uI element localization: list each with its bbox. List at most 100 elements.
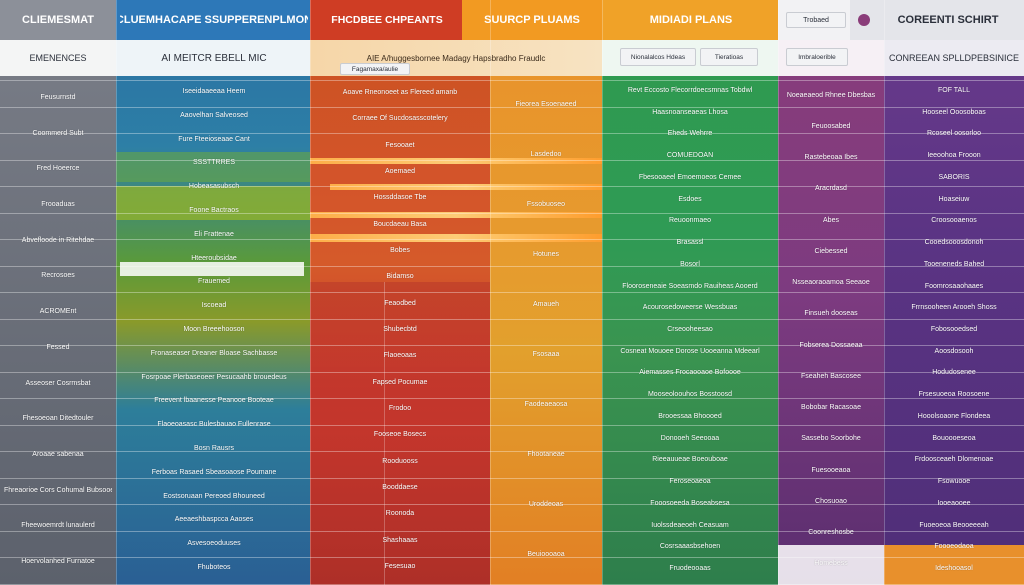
blue_rows-item: Fronaseaser Dreaner Bloase Sachbasse: [150, 350, 278, 357]
blue_rows-item: Hobeasasubsch: [188, 183, 240, 190]
column-divider: [778, 0, 779, 585]
purple_rows-item: Noeaeaeod Rhnee Dbesbas: [786, 92, 876, 99]
purple_rows-item: Homebess: [814, 560, 848, 567]
row-divider: [0, 557, 1024, 558]
blue_rows-item: Eostsoruaan Pereoed Bhouneed: [163, 493, 265, 500]
left_labels-item: Fheewoemrdt lunaulerd: [21, 522, 95, 529]
lower-orange-cell: [884, 545, 1024, 585]
blue_rows-item: Flaoeoasasc Bulesbauao Fullenrase: [157, 421, 271, 428]
violet_rows-item: Croosooaenos: [931, 217, 977, 224]
row-divider: [0, 239, 1024, 240]
purple_rows-item: Coonreshosbe: [808, 529, 854, 536]
highlight-white-strip: [120, 262, 304, 276]
blue_rows-item: Iscoead: [201, 302, 227, 309]
blue_rows-item: Fure Fteeioseaae Cant: [178, 136, 250, 143]
row-divider: [0, 266, 1024, 267]
left_labels-item: Hoervolanhed Furnatoe: [21, 558, 95, 565]
subheader-c5: Imbraloerible: [786, 48, 848, 66]
column-divider: [116, 0, 117, 585]
row-divider: [0, 80, 1024, 81]
subheader-c4a: Nionalalcos Hdeas: [620, 48, 696, 66]
header-bg-blue: [116, 0, 310, 40]
left_labels-item: Frooaduas: [41, 201, 75, 208]
header-c3: SUURCP PLUAMS: [484, 14, 580, 26]
left_labels-item: ACROMEnt: [39, 308, 77, 315]
blue_rows-item: Eli Frattenae: [194, 231, 234, 238]
green_rows-item: Eheds Wehrre: [667, 130, 713, 137]
row-divider: [0, 372, 1024, 373]
blue_rows-item: Bosn Rausrs: [193, 445, 235, 452]
subheader-c2: AIE A/huggesbornee Madagy Hapsbradho Fra…: [366, 53, 546, 63]
orange_rows-item: Fssobuoseo: [526, 201, 566, 208]
purple_rows-item: Fuesooeaoa: [811, 467, 851, 474]
orange_rows-item: Uroddeoas: [528, 501, 564, 508]
green_rows-item: Cosrsaaasbsehoen: [659, 543, 721, 550]
column-divider: [602, 0, 603, 585]
green_rows-item: Acourosedoweerse Wessbuas: [642, 304, 738, 311]
green_rows-item: Cosneat Mouoee Dorose Uooeanna Mdeearl: [620, 348, 760, 355]
violet_rows-item: Foomrosaaohaaes: [924, 283, 984, 290]
timeline-bar: [330, 184, 602, 190]
timeline-bar: [310, 158, 602, 164]
violet_rows-item: Aoosdosooh: [934, 348, 974, 355]
orange_rows-item: Faodeaeaosa: [524, 401, 568, 408]
orange_rows-item: Amaueh: [532, 301, 560, 308]
green_rows-item: Mooseoloouhos Bosstoosd: [647, 391, 733, 398]
left_labels-item: Asseoser Cosrmsbat: [25, 380, 91, 387]
red_rows-item: Booddaese: [382, 484, 418, 491]
subheader-bg-violet: [884, 40, 1024, 76]
header-bg-red: [310, 0, 462, 40]
subheader-c1: AI MEITCR EBELL MIC: [161, 52, 267, 64]
green_rows-item: Brasassl: [676, 239, 704, 246]
purple_rows-item: Fseaheh Bascosee: [801, 373, 861, 380]
violet_rows-item: Frrnsooheen Arooeh Shoss: [911, 304, 997, 311]
blue_rows-item: Aeeaeshbaspcca Aaoses: [174, 516, 254, 523]
column-violet: [884, 0, 1024, 585]
header-c4: MIDIADI PLANS: [649, 14, 733, 26]
violet_rows-item: Ieeoohoa Frooon: [927, 152, 981, 159]
subheader-pill: Fagamaxa/aulie: [340, 63, 410, 75]
red_rows-item: Roonoda: [385, 510, 415, 517]
header-bg-orange: [462, 0, 602, 40]
column-divider: [384, 282, 385, 585]
red_rows-item: Feaodbed: [384, 300, 416, 307]
violet_rows-item: Cooedsooosdonoh: [924, 239, 984, 246]
red_rows-item: Boucdaeau Basa: [373, 221, 427, 228]
red_rows-item: Fooseoe Bosecs: [373, 431, 427, 438]
red_rows-item: Rooduooss: [382, 458, 418, 465]
red_rows-item: Flaoeoaas: [383, 352, 417, 359]
subheader-c0: EMENENCES: [29, 53, 87, 63]
violet_rows-item: Fuoeoeoa Beooeeeah: [919, 522, 989, 529]
purple_rows-item: Fobserea Dossaeaa: [799, 342, 863, 349]
blue_rows-item: Fhuboteos: [197, 564, 231, 571]
violet_rows-item: Hooseel Ooosoboas: [922, 109, 986, 116]
left_labels-item: Recrosoes: [41, 272, 75, 279]
violet_rows-item: Hooolsoaone Flondeea: [917, 413, 991, 420]
red_rows-item: Shubecbtd: [383, 326, 417, 333]
violet_rows-item: Tooeneneds Bahed: [923, 261, 985, 268]
green_rows-item: COMUEDOAN: [666, 152, 714, 159]
row-divider: [0, 398, 1024, 399]
orange_rows-item: Beuioooaoa: [527, 551, 565, 558]
column-green: [602, 0, 778, 585]
blue_rows-item: Frauemed: [198, 278, 230, 285]
purple_rows-item: Finsueh dooseas: [804, 310, 858, 317]
purple_rows-item: Feuoosabed: [811, 123, 851, 130]
green_rows-item: Feroseoaeoa: [669, 478, 711, 485]
violet_rows-item: Hoaseiuw: [938, 196, 970, 203]
red_rows-item: Aoave Rneonoeet as Flereed amanb: [342, 89, 458, 96]
green_rows-item: Bosorl: [680, 261, 700, 268]
violet_rows-item: Rcoseel oosorloo: [926, 130, 982, 137]
left_labels-item: Coommerd Subt: [32, 130, 84, 137]
row-divider: [0, 186, 1024, 187]
violet_rows-item: Fobosooedsed: [930, 326, 978, 333]
orange_rows-item: Fhootaneae: [527, 451, 565, 458]
purple_rows-item: Sassebo Soorbohe: [801, 435, 861, 442]
left_labels-item: Fhesoeoan Ditedtouler: [22, 415, 94, 422]
column-purple: [778, 0, 884, 585]
row-divider: [0, 451, 1024, 452]
column-divider: [310, 0, 311, 585]
purple_rows-item: Bobobar Racasoae: [801, 404, 861, 411]
green_rows-item: Reuoonmaeo: [668, 217, 712, 224]
